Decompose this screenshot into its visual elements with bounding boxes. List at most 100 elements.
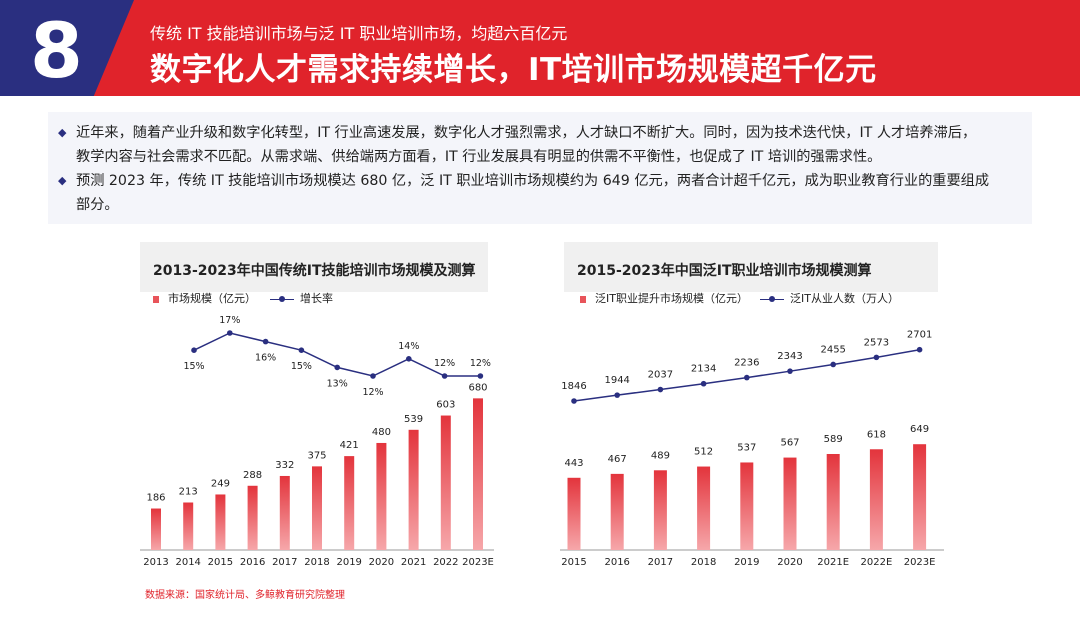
chart1-x-tick: 2014	[175, 557, 200, 568]
chart2-bar	[653, 470, 667, 550]
chart2-bar	[783, 457, 797, 550]
chart2-legend-line: 泛IT从业人数（万人）	[760, 290, 899, 306]
chart2-bar-label: 537	[737, 442, 756, 453]
intro-paragraph-2: ◆ 预测 2023 年，传统 IT 技能培训市场规模达 680 亿，泛 IT 职…	[58, 169, 1026, 217]
chart1-bar	[440, 415, 451, 550]
chart2-people-label: 2236	[734, 358, 759, 369]
bar-legend-icon	[580, 295, 586, 303]
chart1-x-tick: 2013	[143, 557, 168, 568]
chart2-bar-label: 489	[651, 450, 670, 461]
chart1-bar	[183, 502, 194, 550]
line-legend-icon	[270, 295, 294, 303]
chart2-x-tick: 2016	[604, 557, 629, 568]
chart1-x-tick: 2019	[336, 557, 361, 568]
chart1-bar-label: 480	[372, 427, 391, 438]
chart1-bar-label: 603	[436, 400, 455, 411]
chart2-bar-label: 589	[824, 434, 843, 445]
chart1-legend-bar-label: 市场规模（亿元）	[168, 292, 256, 305]
chart1-bar	[344, 456, 355, 550]
page-title: 数字化人才需求持续增长，IT培训市场规模超千亿元	[150, 52, 877, 88]
chart1-bar	[473, 398, 483, 550]
chart1-bar	[408, 429, 419, 550]
chart2-x-tick: 2020	[777, 557, 802, 568]
chart1-title-box: 2013-2023年中国传统IT技能培训市场规模及测算	[140, 242, 488, 292]
chart2-people-label: 2455	[820, 344, 845, 355]
chart2-bar-label: 618	[867, 429, 886, 440]
chart1-bar	[279, 475, 290, 550]
chart1-bar-label: 332	[275, 460, 294, 471]
chart1-x-tick: 2015	[208, 557, 233, 568]
chart1-growth-point	[406, 356, 412, 362]
chart2-people-point	[571, 398, 577, 404]
intro-p1-line1: 近年来，随着产业升级和数字化转型，IT 行业高速发展，数字化人才强烈需求，人才缺…	[76, 125, 977, 141]
chart1-growth-point	[370, 373, 376, 379]
chart2-bar-label: 649	[910, 424, 929, 435]
chart2-people-point	[744, 374, 750, 381]
chart2-people-label: 2037	[648, 370, 673, 381]
chart2-bar	[567, 477, 581, 550]
chart1-x-tick: 2020	[369, 557, 394, 568]
line-legend-icon	[760, 295, 784, 303]
chart1-growth-point	[441, 373, 448, 379]
chart2-people-label: 2134	[691, 364, 716, 375]
chart2-bar	[826, 453, 840, 550]
header-banner: 8 传统 IT 技能培训市场与泛 IT 职业培训市场，均超六百亿元 数字化人才需…	[0, 0, 1080, 96]
bar-legend-icon	[153, 295, 159, 303]
chart2-x-tick: 2022E	[861, 557, 893, 568]
chart1-legend-line: 增长率	[270, 290, 333, 306]
chart1-x-tick: 2017	[272, 557, 297, 568]
chart2-people-label: 1944	[604, 375, 629, 386]
chart2-bar	[740, 462, 754, 550]
chart1-bar	[151, 508, 161, 550]
chart2-x-tick: 2021E	[817, 557, 849, 568]
chart2-bar	[913, 444, 927, 550]
chart1-growth-point	[298, 347, 305, 354]
chart2-people-label: 2343	[777, 351, 802, 362]
data-source: 数据来源：国家统计局、多鲸教育研究院整理	[145, 590, 345, 601]
chart1-title: 2013-2023年中国传统IT技能培训市场规模及测算	[153, 263, 476, 279]
chart1-growth-label: 12%	[470, 358, 491, 369]
chart1-legend-bar: 市场规模（亿元）	[153, 290, 256, 306]
chart1-growth-label: 15%	[183, 361, 204, 372]
intro-paragraph-1: ◆ 近年来，随着产业升级和数字化转型，IT 行业高速发展，数字化人才强烈需求，人…	[58, 121, 1026, 169]
page-subtitle: 传统 IT 技能培训市场与泛 IT 职业培训市场，均超六百亿元	[150, 24, 568, 43]
chart2-bar-label: 443	[564, 458, 583, 469]
chart1-bar	[376, 442, 387, 550]
chart2-legend-line-label: 泛IT从业人数（万人）	[790, 292, 899, 305]
chart2-bar	[869, 449, 883, 550]
chart1-x-tick: 2022	[433, 557, 458, 568]
chart1-x-tick: 2016	[240, 557, 265, 568]
chart1-growth-label: 13%	[327, 378, 348, 389]
chart2-people-point	[916, 346, 923, 353]
chart1-bar-label: 186	[146, 493, 165, 504]
intro-box: ◆ 近年来，随着产业升级和数字化转型，IT 行业高速发展，数字化人才强烈需求，人…	[48, 112, 1032, 224]
chart2-people-point	[614, 392, 620, 398]
chart1-bar	[215, 494, 226, 550]
chart2-people-point	[700, 380, 707, 387]
section-number: 8	[30, 6, 83, 95]
chart1-legend-line-label: 增长率	[300, 292, 333, 305]
chart1-bar-label: 288	[243, 470, 262, 481]
chart1-bar-label: 375	[307, 450, 326, 461]
chart1-x-tick: 2023E	[462, 557, 494, 568]
chart2-people-label: 2573	[864, 337, 889, 348]
chart2-x-tick: 2015	[561, 557, 586, 568]
chart2-people-point	[787, 368, 793, 374]
chart2-title-box: 2015-2023年中国泛IT职业培训市场规模测算	[564, 242, 938, 292]
chart2-legend-bar-label: 泛IT职业提升市场规模（亿元）	[595, 292, 748, 305]
chart2-people-label: 1846	[561, 381, 586, 392]
chart1-growth-label: 17%	[219, 315, 240, 326]
intro-p1-line2: 教学内容与社会需求不匹配。从需求端、供给端两方面看，IT 行业发展具有明显的供需…	[76, 149, 882, 165]
chart2-x-tick: 2019	[734, 557, 759, 568]
chart1-growth-point	[227, 330, 233, 336]
chart1-growth-point	[477, 373, 484, 379]
intro-p2-line2: 部分。	[76, 197, 119, 213]
chart2-people-label: 2701	[907, 330, 932, 341]
chart2-x-tick: 2023E	[904, 557, 936, 568]
chart1-bar-label: 539	[404, 414, 423, 425]
chart1-growth-label: 16%	[255, 353, 276, 364]
chart1-growth-point	[334, 364, 341, 371]
chart2-bar	[697, 466, 711, 550]
chart2-people-point	[873, 354, 880, 361]
